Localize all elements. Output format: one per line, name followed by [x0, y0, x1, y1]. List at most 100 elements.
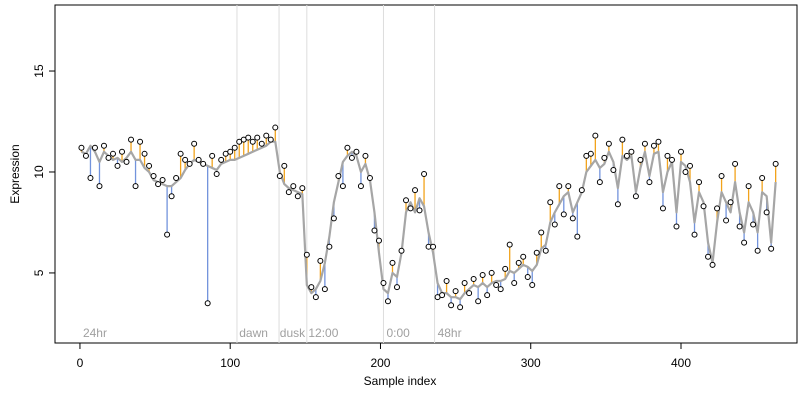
annotation: 0:00 — [386, 326, 410, 340]
data-point — [592, 132, 599, 139]
data-point — [682, 168, 689, 175]
data-point — [96, 183, 103, 190]
data-point — [254, 134, 261, 141]
data-point — [155, 181, 162, 188]
data-point — [357, 183, 364, 190]
data-point — [299, 185, 306, 192]
data-point — [700, 203, 707, 210]
data-point — [249, 138, 256, 145]
data-point — [146, 162, 153, 169]
data-point — [281, 162, 288, 169]
data-point — [452, 288, 459, 295]
x-tick-label: 200 — [370, 356, 390, 370]
data-point — [344, 144, 351, 151]
data-point — [578, 187, 585, 194]
data-point — [497, 286, 504, 293]
data-point — [493, 282, 500, 289]
data-point — [619, 136, 626, 143]
data-point — [727, 199, 734, 206]
data-point — [560, 211, 567, 218]
data-point — [362, 152, 369, 159]
data-point — [195, 156, 202, 163]
data-point — [407, 205, 414, 212]
data-point — [569, 215, 576, 222]
data-point — [87, 175, 94, 182]
data-point — [687, 162, 694, 169]
data-point — [276, 173, 283, 180]
data-point — [231, 144, 238, 151]
data-point — [628, 148, 635, 155]
data-point — [529, 282, 536, 289]
data-point — [614, 201, 621, 208]
data-point — [506, 241, 513, 248]
data-point — [745, 183, 752, 190]
data-point — [339, 183, 346, 190]
data-point — [82, 152, 89, 159]
data-point — [430, 243, 437, 250]
data-point — [448, 302, 455, 309]
data-point — [515, 259, 522, 266]
data-point — [258, 140, 265, 147]
data-point — [718, 173, 725, 180]
data-point — [353, 148, 360, 155]
data-point — [308, 284, 315, 291]
data-point — [204, 300, 211, 307]
data-point — [141, 150, 148, 157]
data-point — [421, 171, 428, 177]
data-point — [312, 294, 319, 301]
data-point — [466, 290, 473, 297]
data-point — [596, 179, 603, 186]
data-point — [750, 221, 757, 228]
data-point — [348, 154, 355, 161]
data-point — [384, 298, 391, 305]
data-point — [227, 148, 234, 155]
data-point — [673, 223, 680, 230]
data-point — [245, 134, 252, 141]
data-point — [565, 183, 572, 190]
data-point — [524, 273, 531, 280]
data-point — [677, 148, 684, 155]
data-point — [290, 183, 297, 190]
data-point — [389, 259, 396, 266]
data-point — [736, 223, 743, 230]
data-point — [209, 152, 216, 159]
data-point — [78, 144, 85, 151]
data-point — [132, 183, 139, 190]
x-tick-label: 300 — [521, 356, 541, 370]
data-point — [696, 179, 703, 186]
data-point — [285, 189, 292, 196]
data-point — [754, 247, 761, 254]
data-point — [664, 152, 671, 159]
data-point — [484, 292, 491, 299]
data-point — [723, 217, 730, 224]
data-point — [403, 197, 410, 204]
data-point — [326, 243, 333, 250]
y-tick-label: 10 — [32, 165, 46, 179]
data-point — [105, 154, 112, 161]
data-point — [218, 156, 225, 163]
data-point — [772, 160, 779, 167]
data-point — [321, 286, 328, 293]
data-point — [91, 144, 98, 151]
x-tick-label: 100 — [220, 356, 240, 370]
data-point — [110, 150, 117, 157]
annotation: 24hr — [83, 326, 107, 340]
data-point — [439, 292, 446, 299]
data-point — [605, 140, 612, 147]
data-point — [186, 160, 193, 167]
data-point — [659, 205, 666, 212]
data-point — [366, 175, 373, 182]
data-point — [263, 132, 270, 139]
data-point — [538, 229, 545, 236]
data-point — [763, 209, 770, 216]
data-point — [646, 179, 653, 186]
data-point — [709, 261, 716, 268]
data-point — [650, 142, 657, 149]
data-point — [100, 142, 107, 149]
data-point — [601, 154, 608, 161]
data-point — [398, 247, 405, 254]
plot-frame — [54, 4, 798, 344]
data-point — [641, 140, 648, 147]
data-point — [520, 253, 527, 260]
